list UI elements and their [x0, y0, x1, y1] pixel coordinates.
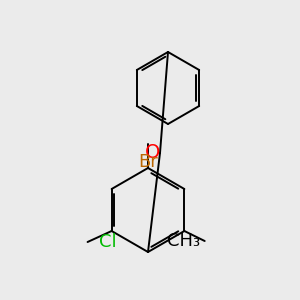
Text: CH₃: CH₃ [167, 232, 200, 250]
Text: Br: Br [138, 153, 158, 171]
Text: O: O [145, 143, 161, 163]
Text: Cl: Cl [99, 233, 116, 251]
